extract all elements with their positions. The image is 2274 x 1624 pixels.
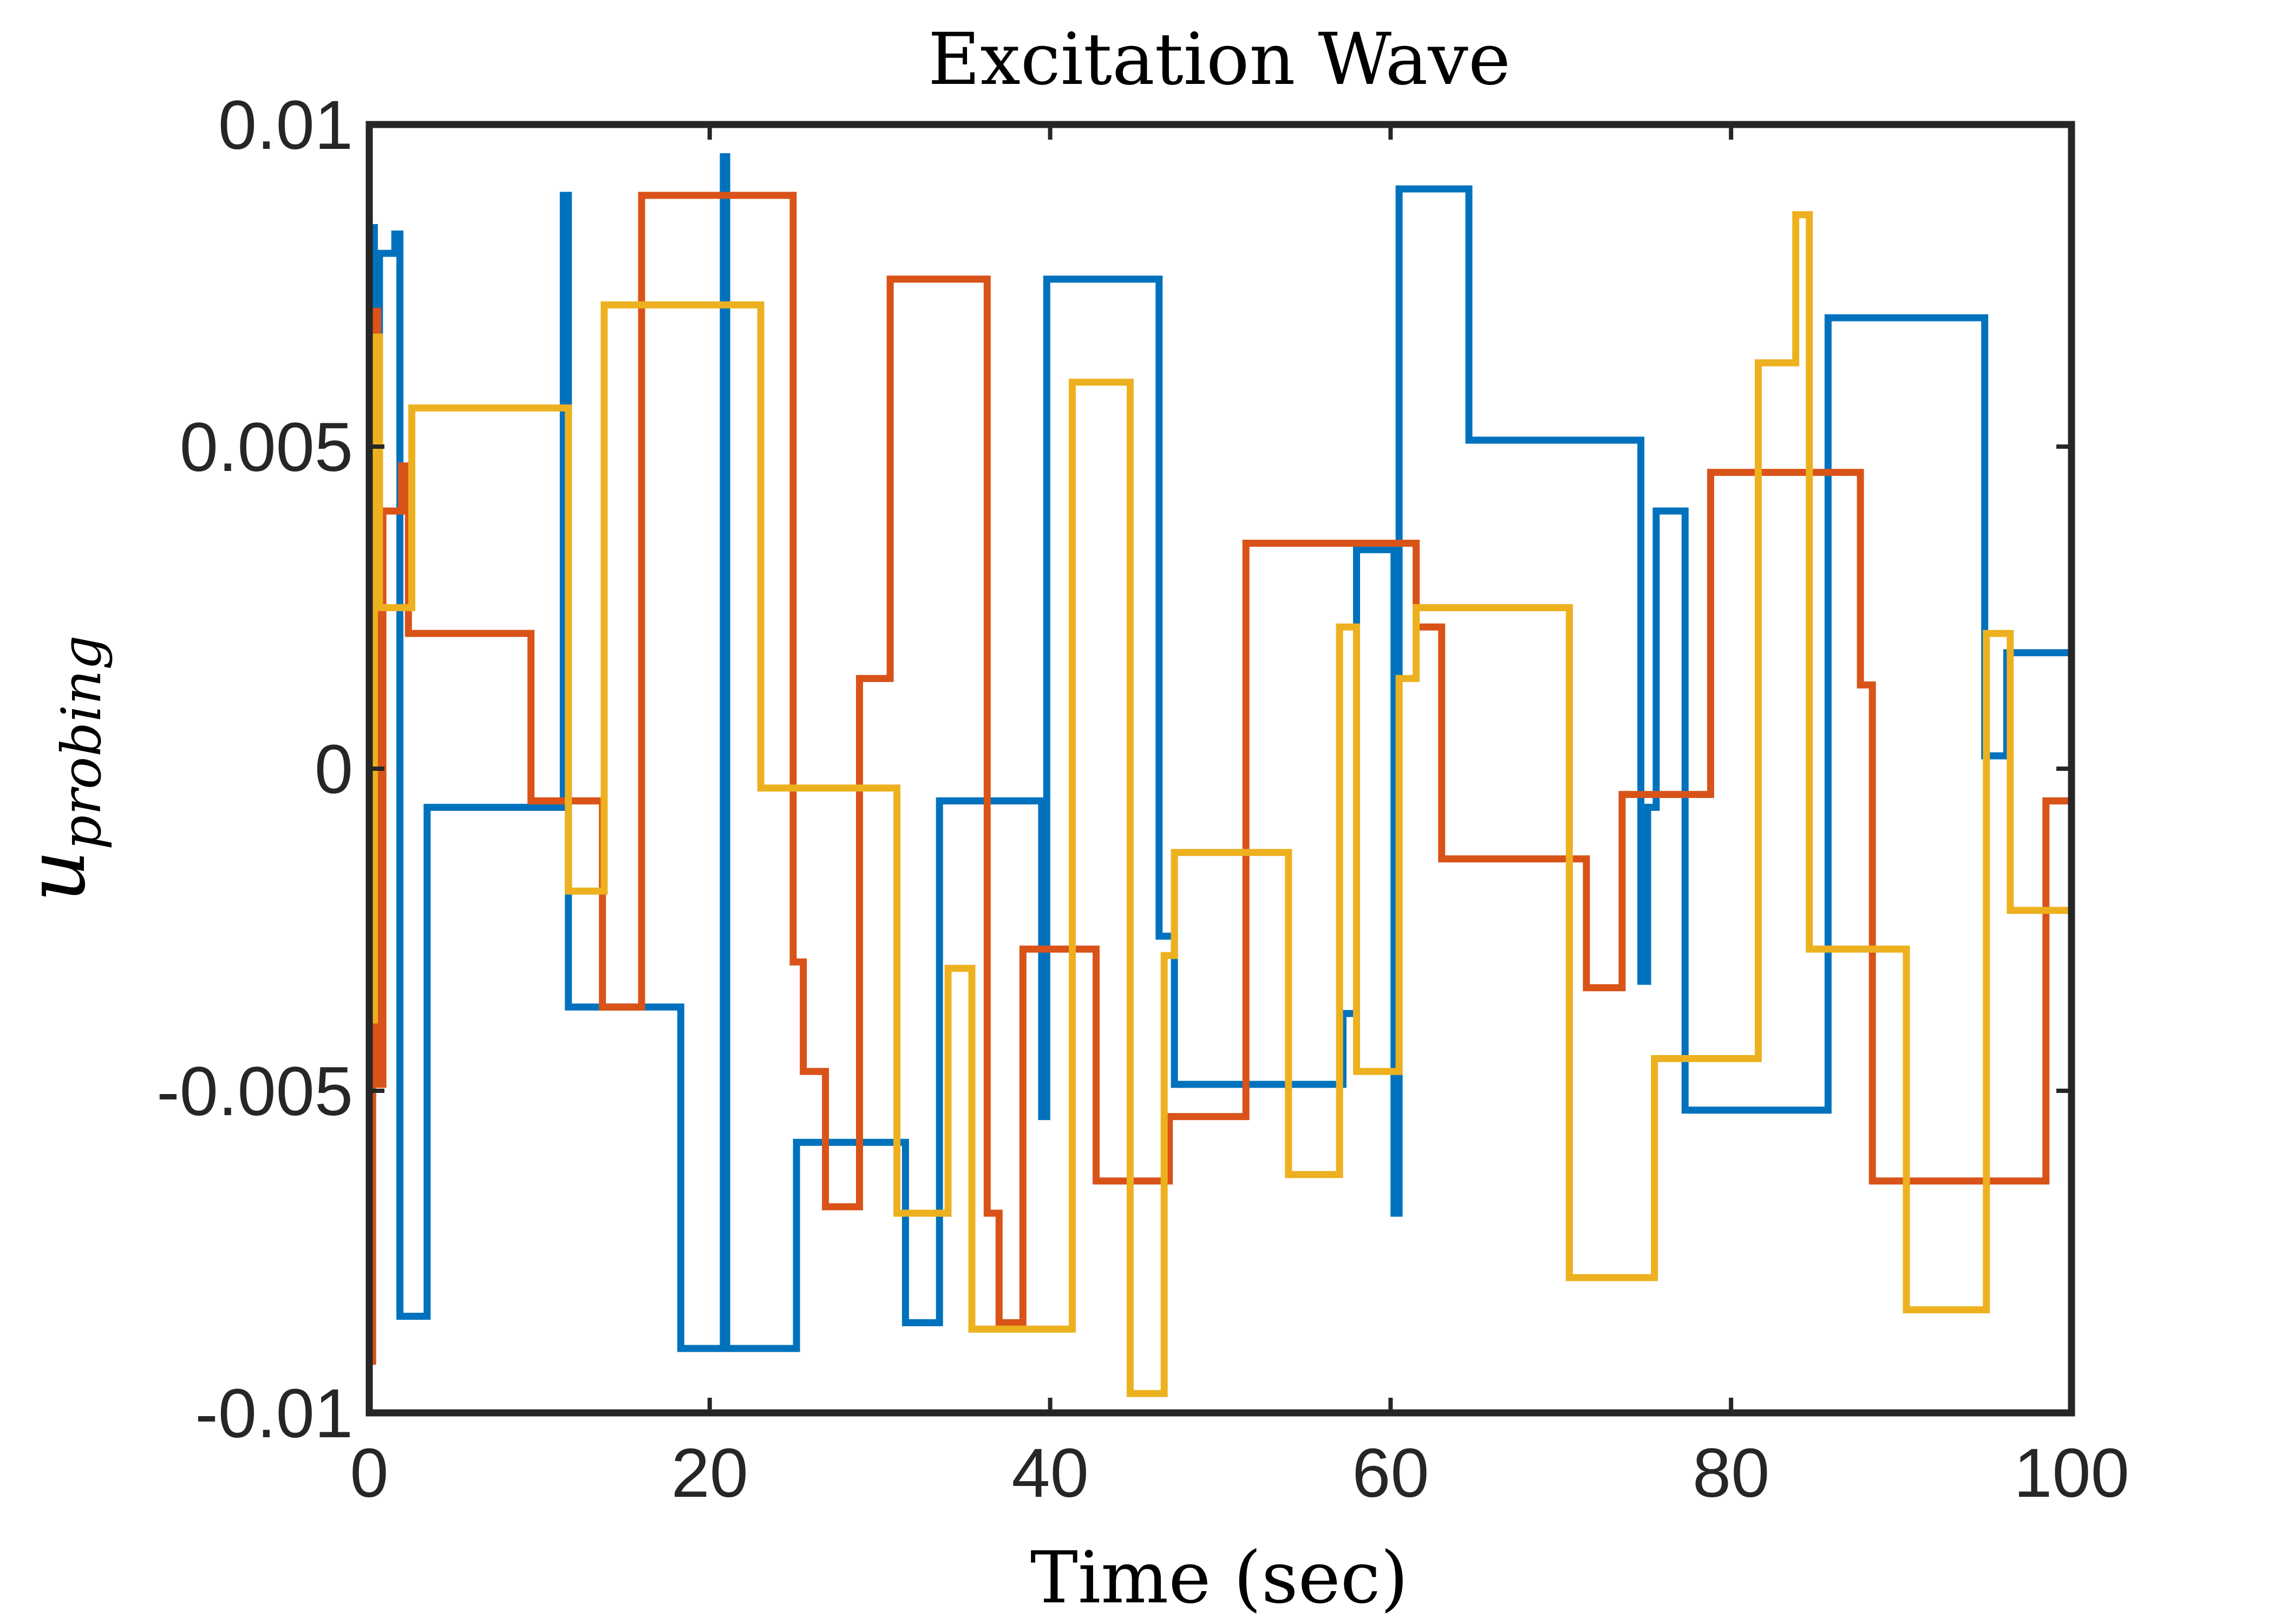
- y-tick-label: 0.005: [180, 409, 353, 486]
- x-tick-label: 40: [1011, 1435, 1088, 1512]
- chart-title: Excitation Wave: [928, 18, 1511, 101]
- tick-layer: 0 20 40 60 80 100 -0.01 -0.005 0 0.005 0.01: [156, 87, 2129, 1512]
- x-tick-label: 100: [2014, 1435, 2129, 1512]
- y-tick-label: 0.01: [218, 87, 353, 164]
- x-tick-label: 60: [1352, 1435, 1429, 1512]
- x-tick-label: 20: [671, 1435, 748, 1512]
- x-tick-label: 0: [350, 1435, 388, 1512]
- y-axis-label: uprobing: [9, 635, 113, 902]
- series-layer: [369, 153, 2072, 1397]
- x-tick-label: 80: [1693, 1435, 1769, 1512]
- y-axis-label-subscript: probing: [50, 635, 113, 849]
- series-line-1: [369, 153, 2072, 1352]
- y-tick-label: -0.01: [195, 1375, 353, 1452]
- plot-area: [369, 125, 2072, 1413]
- y-tick-label: 0: [315, 731, 353, 808]
- y-axis-label-base: u: [9, 850, 103, 902]
- x-axis-label: Time (sec): [1030, 1536, 1408, 1620]
- series-line-3: [369, 211, 2072, 1397]
- y-tick-label: -0.005: [156, 1053, 353, 1130]
